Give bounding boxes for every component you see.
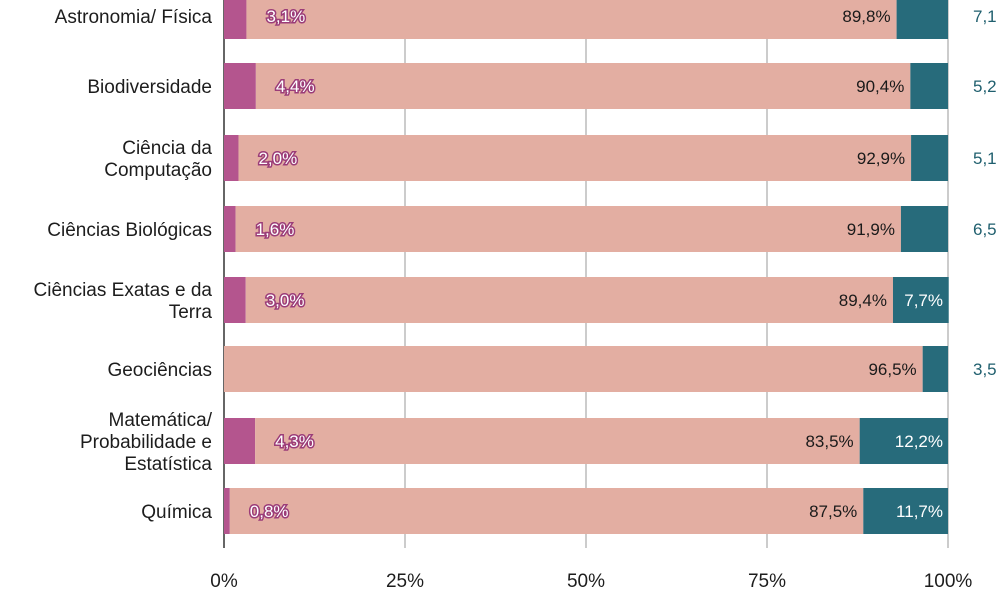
- x-tick-label: 50%: [567, 571, 605, 592]
- category-label: Biodiversidade: [87, 77, 212, 98]
- data-label: 90,4%: [856, 77, 904, 96]
- bar-segment: [900, 206, 948, 252]
- data-label: 2,0%: [258, 149, 297, 168]
- bar-segment: [224, 135, 239, 181]
- data-label: 89,4%: [839, 291, 887, 310]
- bar-segment: [255, 63, 911, 109]
- bar-segment: [224, 0, 247, 39]
- bar-segment: [224, 418, 256, 464]
- bar-segment: [224, 63, 256, 109]
- category-label: Ciências Biológicas: [47, 220, 212, 241]
- bar-segment: [892, 277, 949, 323]
- bar-segment: [863, 488, 948, 534]
- category-label: Geociências: [107, 360, 212, 381]
- data-label: 6,5: [973, 220, 997, 239]
- data-label: 89,8%: [842, 7, 890, 26]
- x-tick-label: 25%: [386, 571, 424, 592]
- data-label: 11,7%: [896, 502, 943, 521]
- bar-segment: [238, 135, 912, 181]
- data-label: 4,3%: [275, 432, 314, 451]
- bar-segment: [245, 277, 893, 323]
- data-label: 3,5: [973, 360, 997, 379]
- bar-segment: [911, 135, 948, 181]
- category-label: Matemática/Probabilidade e Estatística: [80, 410, 213, 475]
- bars: 3,1% 89,8% 7,1 4,4% 90,4% 5,2 2,0% 92,9% 5,1 1,6%…: [224, 0, 997, 534]
- category-label: Ciências Exatas e da Terra: [34, 280, 213, 323]
- data-label: 5,1: [973, 149, 997, 168]
- data-label: 3,1%: [266, 7, 305, 26]
- data-label: 87,5%: [809, 502, 857, 521]
- data-label: 3,0%: [266, 291, 305, 310]
- data-label: 83,5%: [805, 432, 853, 451]
- bar-segment: [922, 346, 948, 392]
- data-label: 1,6%: [256, 220, 295, 239]
- category-labels: Astronomia/ Física Biodiversidade Ciência …: [34, 7, 213, 523]
- bar-segment: [910, 63, 948, 109]
- bar-segment: [859, 418, 948, 464]
- bar-segment: [229, 488, 864, 534]
- category-label: Química: [141, 502, 212, 523]
- x-tick-label: 100%: [924, 571, 973, 592]
- data-label: 7,7%: [904, 291, 943, 310]
- bar-segment: [896, 0, 948, 39]
- data-label: 0,8%: [250, 502, 289, 521]
- bar-segment: [224, 488, 230, 534]
- bar-segment: [224, 277, 246, 323]
- bar-segment: [246, 0, 897, 39]
- bar-segment: [224, 346, 923, 392]
- data-label: 92,9%: [857, 149, 905, 168]
- data-label: 5,2: [973, 77, 997, 96]
- data-label: 91,9%: [847, 220, 895, 239]
- data-label: 12,2%: [895, 432, 943, 451]
- bar-segment: [235, 206, 901, 252]
- category-label: Astronomia/ Física: [55, 7, 213, 28]
- x-tick-label: 0%: [210, 571, 238, 592]
- data-label: 4,4%: [276, 77, 315, 96]
- data-label: 96,5%: [868, 360, 916, 379]
- bar-segment: [255, 418, 860, 464]
- x-axis: 0% 25% 50% 75% 100%: [210, 571, 972, 592]
- data-label: 7,1: [973, 7, 997, 26]
- bar-segment: [224, 206, 236, 252]
- x-tick-label: 75%: [748, 571, 786, 592]
- category-label: Ciência da Computação: [104, 138, 212, 181]
